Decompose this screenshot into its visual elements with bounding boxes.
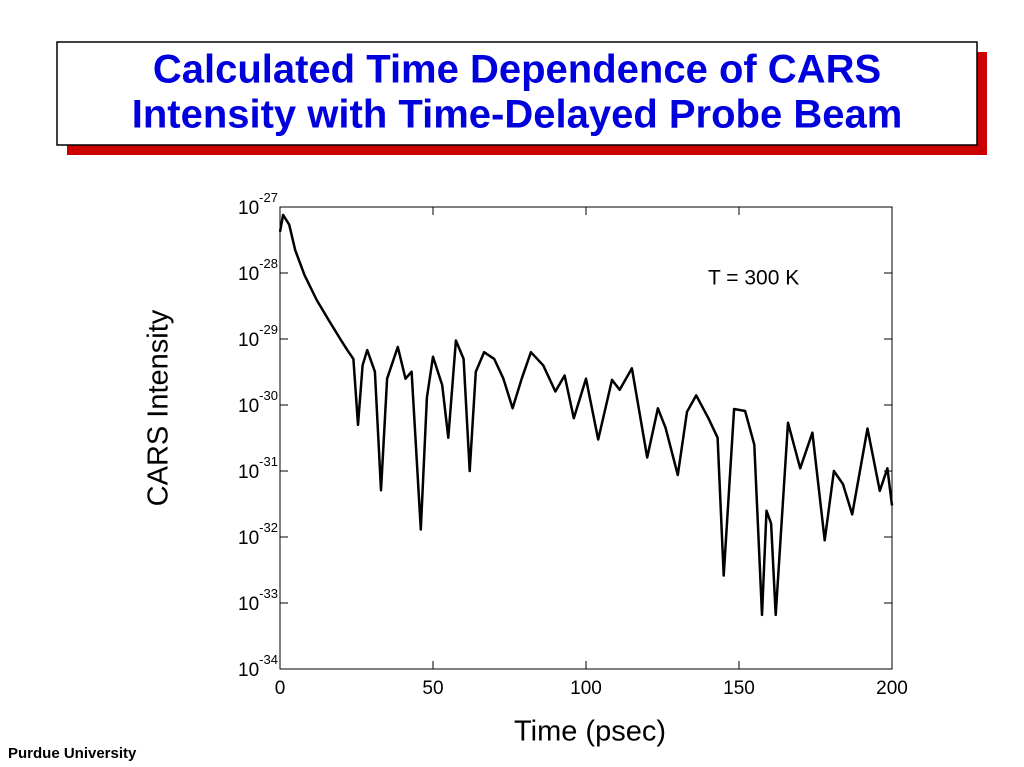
y-tick-label: 10-28: [238, 256, 278, 285]
title-line: Intensity with Time-Delayed Probe Beam: [132, 93, 903, 137]
y-tick-label: 10-29: [238, 322, 278, 351]
x-axis-label: Time (psec): [514, 716, 666, 748]
tick-exponent: -28: [259, 256, 278, 271]
x-tick-label: 150: [723, 678, 755, 699]
tick-exponent: -29: [259, 322, 278, 337]
y-tick-label: 10-32: [238, 520, 278, 549]
x-tick-label: 0: [275, 678, 286, 699]
y-tick-label: 10-30: [238, 388, 278, 417]
title-line: Calculated Time Dependence of CARS: [153, 48, 881, 92]
y-tick-label: 10-33: [238, 586, 278, 615]
tick-base: 10: [238, 396, 259, 417]
tick-exponent: -31: [259, 454, 278, 469]
plot-frame: [279, 206, 893, 670]
y-tick-label: 10-34: [238, 652, 278, 681]
tick-base: 10: [238, 462, 259, 483]
annotation: T = 300 K: [708, 267, 799, 290]
title-box: [56, 41, 978, 146]
y-tick-label: 10-31: [238, 454, 278, 483]
tick-exponent: -33: [259, 586, 278, 601]
tick-exponent: -27: [259, 190, 278, 205]
tick-exponent: -32: [259, 520, 278, 535]
x-tick-label: 50: [422, 678, 443, 699]
y-axis-label: CARS Intensity: [143, 309, 175, 506]
tick-base: 10: [238, 594, 259, 615]
tick-base: 10: [238, 198, 259, 219]
tick-exponent: -34: [259, 652, 278, 667]
tick-base: 10: [238, 528, 259, 549]
x-tick-label: 200: [876, 678, 908, 699]
tick-exponent: -30: [259, 388, 278, 403]
data-line: [278, 213, 894, 617]
tick-base: 10: [238, 264, 259, 285]
y-tick-label: 10-27: [238, 190, 278, 219]
x-tick-label: 100: [570, 678, 602, 699]
tick-base: 10: [238, 660, 259, 681]
footer: Purdue University: [8, 745, 137, 762]
tick-base: 10: [238, 330, 259, 351]
